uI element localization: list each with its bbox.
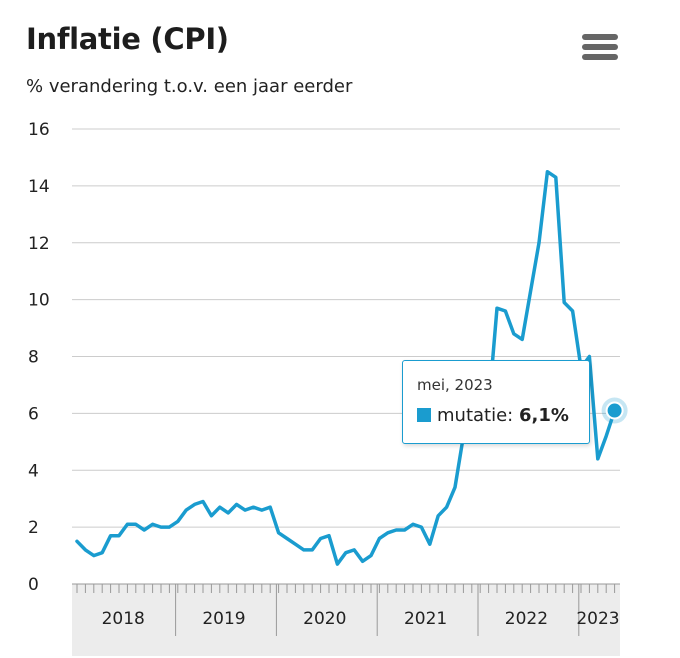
x-tick-label: 2018 xyxy=(102,609,145,629)
tooltip: mei, 2023 mutatie: 6,1% xyxy=(402,360,590,444)
menu-bar xyxy=(582,54,618,60)
y-tick-label: 12 xyxy=(28,234,50,254)
y-tick-label: 2 xyxy=(28,518,39,538)
tooltip-value: 6,1% xyxy=(518,405,569,426)
series-line-mutatie xyxy=(75,169,617,566)
chart-subtitle: % verandering t.o.v. een jaar eerder xyxy=(26,76,353,97)
x-tick-label: 2023 xyxy=(576,609,619,629)
menu-bar xyxy=(582,34,618,40)
hamburger-menu-icon[interactable] xyxy=(582,34,618,62)
y-tick-label: 6 xyxy=(28,404,39,424)
y-tick-label: 14 xyxy=(28,177,50,197)
x-tick-label: 2022 xyxy=(505,609,548,629)
y-tick-label: 4 xyxy=(28,461,39,481)
x-axis-band xyxy=(72,584,620,656)
highlight-point xyxy=(605,401,624,420)
menu-bar xyxy=(582,44,618,50)
chart-title: Inflatie (CPI) xyxy=(26,22,229,56)
tooltip-series-label: mutatie: xyxy=(437,405,514,426)
x-tick-label: 2021 xyxy=(404,609,447,629)
series-swatch-icon xyxy=(417,408,431,422)
tooltip-date: mei, 2023 xyxy=(417,376,493,394)
y-tick-label: 16 xyxy=(28,120,50,140)
y-tick-label: 10 xyxy=(28,291,50,311)
tooltip-row: mutatie: 6,1% xyxy=(417,405,569,426)
y-tick-label: 8 xyxy=(28,348,39,368)
x-tick-label: 2019 xyxy=(202,609,245,629)
y-tick-label: 0 xyxy=(28,575,39,595)
x-tick-label: 2020 xyxy=(303,609,346,629)
